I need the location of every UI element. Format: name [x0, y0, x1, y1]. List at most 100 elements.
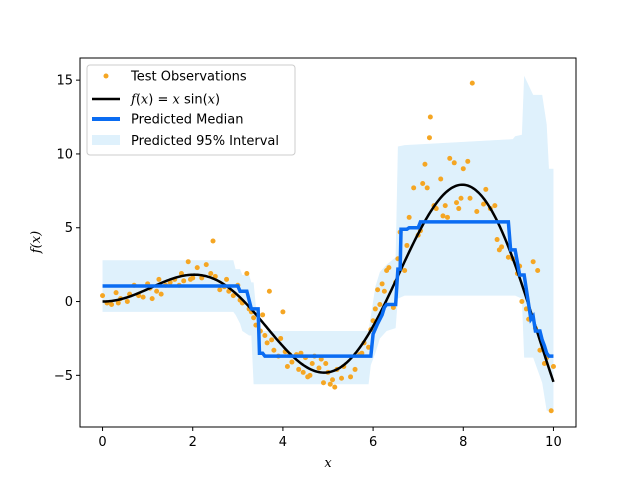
observation-point — [316, 365, 322, 371]
observation-point — [262, 332, 268, 338]
observation-point — [505, 254, 511, 260]
observation-point — [260, 312, 266, 318]
true-function-line — [102, 183, 555, 383]
observation-point — [113, 290, 119, 296]
legend-sin: sin( — [180, 93, 208, 108]
observation-point — [447, 155, 453, 161]
observation-point — [327, 381, 333, 387]
observation-point — [402, 268, 408, 274]
observation-point — [217, 287, 223, 293]
predicted-median-line — [102, 220, 554, 358]
observation-point — [530, 259, 536, 265]
observation-point — [460, 166, 466, 172]
observation-point — [332, 384, 338, 390]
observation-point — [442, 203, 448, 209]
observation-point — [377, 301, 383, 307]
observation-point — [440, 213, 446, 219]
observation-point — [309, 361, 315, 367]
observation-point — [366, 344, 372, 350]
observation-point — [420, 180, 426, 186]
observation-point — [427, 114, 433, 120]
observation-point — [300, 369, 306, 375]
x-axis: 0 2 4 6 8 10 — [98, 427, 562, 450]
observation-point — [433, 206, 439, 212]
observation-point — [404, 242, 410, 248]
observation-point — [203, 262, 209, 268]
observation-point — [224, 276, 230, 282]
observation-point — [458, 195, 464, 201]
observation-point — [278, 335, 284, 341]
data-layer — [100, 75, 556, 414]
observation-point — [244, 270, 250, 276]
observation-point — [339, 375, 345, 381]
observation-point — [284, 363, 290, 369]
observation-point — [181, 278, 187, 284]
observation-point — [469, 80, 475, 86]
legend-x-symbol-3: x — [208, 93, 216, 108]
observation-point — [296, 366, 302, 372]
observation-point — [537, 347, 543, 353]
observation-point — [494, 237, 500, 243]
observation-point — [100, 293, 106, 299]
y-tick-label: −5 — [54, 369, 73, 384]
x-tick-label: 2 — [189, 435, 197, 450]
x-tick-label: 0 — [98, 435, 106, 450]
observation-point — [264, 340, 270, 346]
y-tick-label: 5 — [65, 221, 73, 236]
observation-point — [456, 206, 462, 212]
observation-point — [154, 288, 160, 294]
observation-point — [381, 288, 387, 294]
legend-paren-open: ( — [136, 93, 141, 108]
observation-point — [406, 214, 412, 220]
observation-point — [535, 268, 541, 274]
observation-point — [481, 201, 487, 207]
y-axis: −5 0 5 10 15 — [54, 74, 80, 384]
x-tick-label: 6 — [369, 435, 377, 450]
legend-observations-marker — [103, 73, 109, 79]
legend-equals: ) = — [148, 93, 172, 108]
x-tick-label: 8 — [459, 435, 467, 450]
observation-point — [266, 288, 272, 294]
observation-point — [156, 276, 162, 282]
plot-frame — [79, 57, 577, 428]
legend-paren-close: ) — [215, 93, 220, 108]
observation-point — [375, 287, 381, 293]
observation-point — [454, 200, 460, 206]
observation-point — [352, 366, 358, 372]
x-axis-label: x — [324, 456, 332, 471]
observation-point — [251, 315, 257, 321]
observation-point — [451, 160, 457, 166]
observation-point — [269, 337, 275, 343]
x-tick-label: 4 — [279, 435, 287, 450]
legend-x-symbol-1: x — [141, 93, 149, 108]
observation-point — [307, 372, 313, 378]
observation-point — [348, 374, 354, 380]
observation-point — [372, 306, 378, 312]
observation-point — [190, 275, 196, 281]
observation-point — [550, 363, 556, 369]
observation-point — [474, 209, 480, 215]
legend-box — [86, 64, 296, 156]
observation-point — [548, 408, 554, 414]
observation-point — [467, 195, 473, 201]
observation-point — [140, 294, 146, 300]
y-tick-label: 15 — [56, 74, 73, 89]
observation-point — [289, 359, 295, 365]
y-axis-label: f(x) — [29, 231, 44, 254]
observation-point — [424, 185, 430, 191]
observation-point — [185, 259, 191, 265]
observation-point — [330, 377, 336, 383]
legend: Test Observations f(x) = x sin(x) Predic… — [86, 64, 296, 156]
predicted-interval-band — [102, 75, 554, 411]
observation-point — [499, 244, 505, 250]
observation-point — [109, 301, 115, 307]
legend-median-label: Predicted Median — [131, 113, 243, 128]
x-tick-label: 10 — [545, 435, 562, 450]
observation-point — [519, 299, 525, 305]
y-tick-label: 10 — [56, 147, 73, 162]
legend-true-function-label: f(x) = x sin(x) — [130, 93, 220, 108]
observation-point — [271, 347, 277, 353]
observation-point — [124, 299, 130, 305]
